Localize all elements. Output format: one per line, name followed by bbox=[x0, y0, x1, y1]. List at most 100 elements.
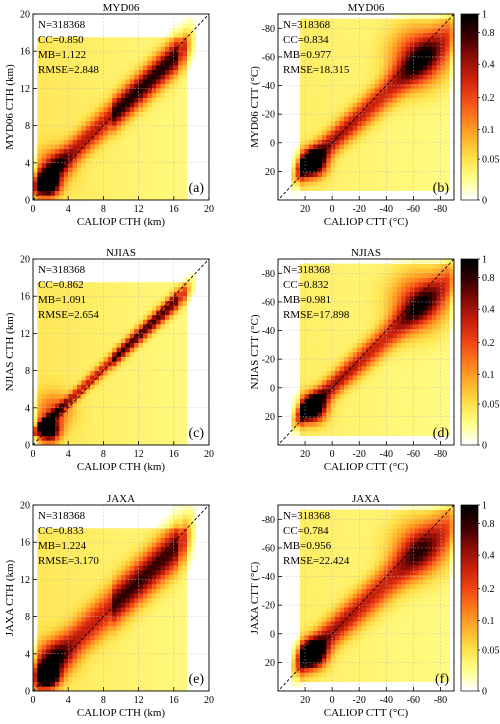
heatmap-cell bbox=[361, 162, 367, 168]
heatmap-cell bbox=[291, 412, 296, 418]
heatmap-cell bbox=[357, 153, 362, 159]
heatmap-cell bbox=[300, 319, 305, 325]
heatmap-cell bbox=[392, 23, 398, 29]
heatmap-cell bbox=[335, 286, 340, 292]
heatmap-cell bbox=[156, 37, 161, 43]
heatmap-cell bbox=[55, 74, 60, 80]
heatmap-cell bbox=[322, 282, 327, 288]
heatmap-cell bbox=[295, 172, 301, 178]
heatmap-cell bbox=[396, 79, 402, 85]
heatmap-cell bbox=[326, 176, 332, 182]
heatmap-cell bbox=[335, 37, 340, 43]
heatmap-cell bbox=[445, 172, 450, 178]
heatmap-cell bbox=[33, 186, 38, 191]
heatmap-cell bbox=[85, 389, 91, 395]
heatmap-cell bbox=[348, 65, 354, 71]
heatmap-cell bbox=[405, 347, 411, 353]
heatmap-cell bbox=[99, 393, 104, 399]
heatmap-cell bbox=[50, 333, 56, 339]
heatmap-cell bbox=[59, 398, 65, 404]
heatmap-cell bbox=[59, 384, 65, 390]
heatmap-cell bbox=[125, 148, 131, 154]
heatmap-cell bbox=[182, 120, 188, 126]
heatmap-cell bbox=[432, 102, 437, 108]
heatmap-cell bbox=[313, 83, 318, 89]
heatmap-cell bbox=[410, 176, 415, 182]
heatmap-cell bbox=[72, 324, 78, 330]
heatmap-cell bbox=[322, 148, 327, 154]
heatmap-cell bbox=[445, 79, 450, 85]
heatmap-cell bbox=[366, 167, 371, 173]
heatmap-cell bbox=[63, 130, 69, 136]
heatmap-cell bbox=[308, 32, 314, 38]
heatmap-cell bbox=[103, 190, 109, 196]
heatmap-cell bbox=[182, 328, 188, 334]
heatmap-cell bbox=[138, 55, 144, 61]
heatmap-cell bbox=[116, 426, 122, 432]
heatmap-cell bbox=[335, 120, 340, 126]
heatmap-cell bbox=[440, 158, 446, 164]
heatmap-cell bbox=[388, 417, 393, 423]
heatmap-cell bbox=[182, 393, 188, 399]
heatmap-cell bbox=[107, 125, 113, 131]
heatmap-cell bbox=[160, 403, 166, 409]
heatmap-cell bbox=[374, 291, 380, 297]
heatmap-cell bbox=[388, 88, 393, 94]
heatmap-cell bbox=[295, 398, 301, 404]
heatmap-cell bbox=[339, 83, 345, 89]
heatmap-cell bbox=[317, 407, 323, 413]
heatmap-cell bbox=[339, 27, 345, 33]
heatmap-cell bbox=[103, 144, 109, 150]
heatmap-cell bbox=[313, 116, 318, 122]
heatmap-cell bbox=[339, 130, 345, 136]
heatmap-cell bbox=[317, 172, 323, 178]
heatmap-cell bbox=[125, 130, 131, 136]
heatmap-cell bbox=[339, 361, 345, 367]
y-tick-label: 8 bbox=[25, 121, 30, 132]
heatmap-cell bbox=[169, 158, 175, 164]
colorbar-segment bbox=[461, 63, 478, 68]
heatmap-cell bbox=[414, 23, 420, 29]
heatmap-cell bbox=[361, 300, 367, 306]
heatmap-cell bbox=[366, 393, 371, 399]
heatmap-cell bbox=[410, 389, 415, 395]
heatmap-cell bbox=[81, 120, 87, 126]
heatmap-cell bbox=[405, 370, 411, 376]
heatmap-cell bbox=[112, 319, 117, 325]
heatmap-cell bbox=[396, 286, 402, 292]
heatmap-cell bbox=[344, 389, 349, 395]
heatmap-cell bbox=[63, 65, 69, 71]
heatmap-cell bbox=[68, 421, 73, 427]
heatmap-cell bbox=[348, 314, 354, 320]
heatmap-cell bbox=[410, 148, 415, 154]
heatmap-cell bbox=[388, 426, 393, 432]
heatmap-cell bbox=[361, 102, 367, 108]
heatmap-cell bbox=[436, 46, 442, 52]
heatmap-cell bbox=[156, 384, 161, 390]
heatmap-cell bbox=[423, 74, 428, 80]
heatmap-cell bbox=[313, 172, 318, 178]
heatmap-cell bbox=[348, 37, 354, 43]
heatmap-cell bbox=[366, 361, 371, 367]
heatmap-cell bbox=[182, 333, 188, 339]
heatmap-cell bbox=[151, 379, 157, 385]
heatmap-cell bbox=[125, 421, 131, 427]
heatmap-cell bbox=[405, 319, 411, 325]
heatmap-cell bbox=[366, 176, 371, 182]
heatmap-cell bbox=[308, 51, 314, 57]
heatmap-cell bbox=[90, 407, 95, 413]
heatmap-cell bbox=[173, 300, 179, 306]
heatmap-cell bbox=[335, 153, 340, 159]
heatmap-cell bbox=[46, 55, 51, 61]
heatmap-cell bbox=[90, 107, 95, 112]
heatmap-cell bbox=[103, 347, 109, 353]
heatmap-cell bbox=[143, 144, 148, 150]
heatmap-cell bbox=[335, 431, 340, 436]
heatmap-cell bbox=[112, 398, 117, 404]
heatmap-cell bbox=[50, 130, 56, 136]
heatmap-cell bbox=[46, 403, 51, 409]
heatmap-cell bbox=[300, 79, 305, 85]
heatmap-cell bbox=[405, 324, 411, 330]
heatmap-cell bbox=[410, 379, 415, 385]
heatmap-cell bbox=[392, 167, 398, 173]
